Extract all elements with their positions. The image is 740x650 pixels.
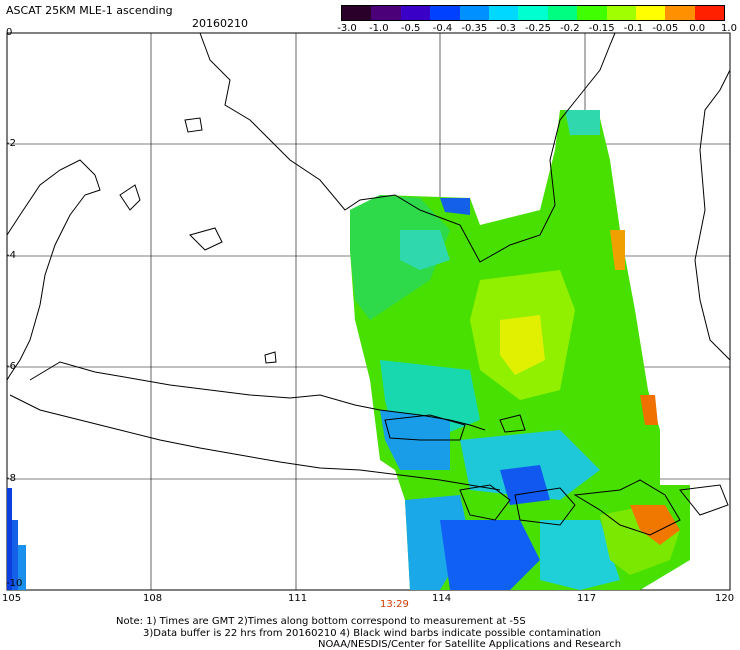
colorbar-swatch-0 — [342, 6, 372, 20]
colorbar-swatch-12 — [694, 6, 725, 20]
colorbar-swatch-6 — [518, 6, 548, 20]
sample-bars — [7, 488, 26, 590]
x-tick-1: 108 — [143, 593, 163, 604]
colorbar-label-0: -3.0 — [337, 23, 357, 34]
swath-time-label: 13:29 — [380, 599, 409, 610]
colorbar-swatch-11 — [665, 6, 695, 20]
x-tick-2: 111 — [288, 593, 308, 604]
colorbar-label-2: -0.5 — [400, 23, 421, 34]
x-tick-5: 120 — [715, 593, 735, 604]
colorbar-label-9: -0.1 — [623, 23, 644, 34]
y-tick-2: -4 — [6, 250, 16, 261]
colorbar-swatch-9 — [606, 6, 636, 20]
colorbar-labels: -3.0 -1.0 -0.5 -0.4 -0.35 -0.3 -0.25 -0.2 -0.15-… — [335, 23, 737, 35]
colorbar-label-3: -0.4 — [432, 23, 453, 34]
colorbar-label-6: -0.25 — [525, 23, 551, 34]
colorbar-label-11: 0.0 — [689, 23, 706, 34]
colorbar-label-1: -1.0 — [369, 23, 389, 34]
colorbar-label-5: -0.3 — [496, 23, 516, 34]
colorbar-swatch-2 — [400, 6, 431, 20]
colorbar-swatch-3 — [430, 6, 460, 20]
map-panel — [6, 32, 731, 591]
note-line-3: NOAA/NESDIS/Center for Satellite Applica… — [318, 639, 622, 650]
product-title: ASCAT 25KM MLE-1 ascending — [6, 4, 173, 17]
y-tick-4: -8 — [6, 473, 16, 484]
colorbar-swatch-1 — [371, 6, 401, 20]
colorbar-label-12: 1.0 — [721, 23, 737, 34]
note-line-1: Note: 1) Times are GMT 2)Times along bot… — [116, 616, 526, 627]
colorbar-swatch-10 — [635, 6, 666, 20]
y-tick-5: -10 — [6, 578, 23, 589]
y-tick-3: -6 — [6, 361, 16, 372]
colorbar-label-7: -0.2 — [560, 23, 580, 34]
note-line-2: 3)Data buffer is 22 hrs from 20160210 4)… — [143, 628, 601, 639]
colorbar-label-4: -0.35 — [461, 23, 488, 34]
colorbar-swatch-7 — [547, 6, 578, 20]
colorbar-swatch-5 — [488, 6, 519, 20]
wind-data-swath — [350, 110, 690, 590]
y-tick-0: 0 — [6, 27, 13, 38]
colorbar-swatch-4 — [459, 6, 489, 20]
x-tick-4: 117 — [577, 593, 597, 604]
x-tick-3: 114 — [432, 593, 452, 604]
colorbar — [341, 5, 725, 21]
y-tick-1: -2 — [6, 138, 16, 149]
colorbar-label-8: -0.15 — [588, 23, 615, 34]
coastlines — [6, 32, 731, 536]
product-date: 20160210 — [192, 17, 248, 30]
map-frame — [6, 32, 731, 591]
x-tick-0: 105 — [2, 593, 22, 604]
colorbar-label-10: -0.05 — [652, 23, 679, 34]
colorbar-swatch-8 — [577, 6, 607, 20]
